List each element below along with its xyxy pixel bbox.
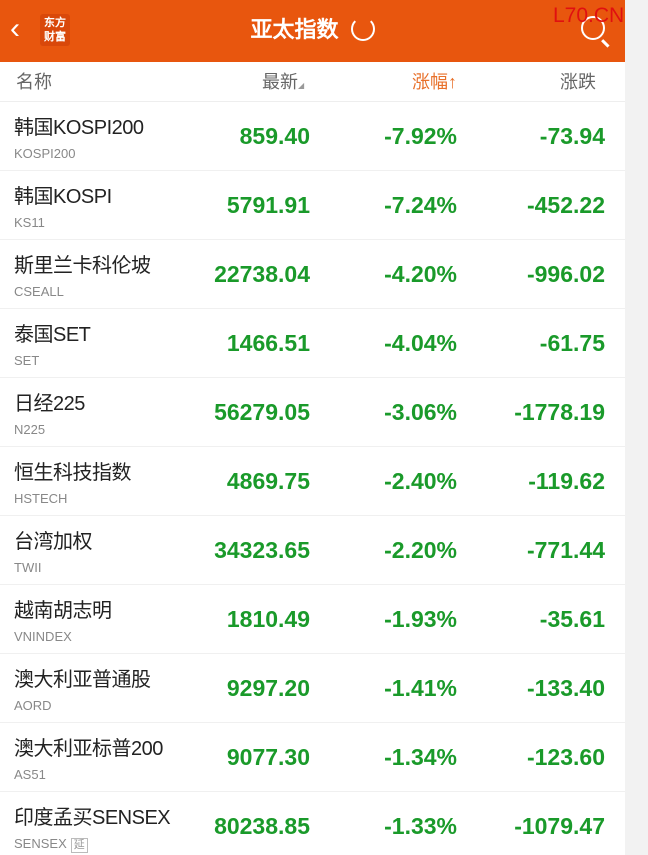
index-name: 韩国KOSPI200 <box>14 117 144 139</box>
change-percent: -7.92% <box>384 123 457 149</box>
last-price: 34323.65 <box>214 537 310 563</box>
code-text: TWII <box>14 560 42 575</box>
change-percent: -2.40% <box>384 468 457 494</box>
header: ‹ 东方 财富 亚太指数 <box>0 0 625 62</box>
last-price: 859.40 <box>239 123 310 149</box>
change-percent: -1.33% <box>384 813 457 839</box>
last-price: 9297.20 <box>226 675 310 701</box>
index-code: AORD <box>14 698 52 714</box>
change-amount: -1778.19 <box>514 399 605 425</box>
index-code: KS11 <box>14 215 45 231</box>
last-price: 22738.04 <box>214 261 310 287</box>
index-name: 澳大利亚普通股 <box>14 669 151 691</box>
last-price: 5791.91 <box>226 192 310 218</box>
index-code: HSTECH <box>14 491 67 507</box>
index-code: SET <box>14 353 39 369</box>
code-text: SENSEX <box>14 836 67 851</box>
change-amount: -1079.47 <box>514 813 605 839</box>
change-percent: -1.34% <box>384 744 457 770</box>
code-text: SET <box>14 353 40 368</box>
table-row[interactable]: 泰国SET SET 1466.51 -4.04% -61.75 <box>0 309 625 378</box>
code-text: VNINDEX <box>14 629 72 644</box>
change-percent: -4.04% <box>384 330 457 356</box>
change-amount: -35.61 <box>539 606 605 632</box>
code-text: AORD <box>14 698 52 713</box>
last-price: 80238.85 <box>214 813 310 839</box>
index-name: 澳大利亚标普200 <box>14 738 163 760</box>
index-name: 泰国SET <box>14 324 91 346</box>
index-name: 斯里兰卡科伦坡 <box>14 255 151 277</box>
col-last-label: 最新 <box>262 72 298 92</box>
watermark: L70.CN <box>553 4 625 27</box>
index-code: KOSPI200 <box>14 146 75 162</box>
col-name: 名称 <box>16 72 52 92</box>
change-amount: -452.22 <box>526 192 605 218</box>
code-text: AS51 <box>14 767 46 782</box>
index-name: 日经225 <box>14 393 85 415</box>
change-percent: -2.20% <box>384 537 457 563</box>
change-percent: -1.41% <box>384 675 457 701</box>
table-row[interactable]: 韩国KOSPI KS11 5791.91 -7.24% -452.22 <box>0 171 625 240</box>
page-title: 亚太指数 <box>150 14 475 46</box>
index-name: 印度孟买SENSEX <box>14 807 171 829</box>
sort-icon: ◢ <box>298 81 305 90</box>
table-row[interactable]: 台湾加权 TWII 34323.65 -2.20% -771.44 <box>0 516 625 585</box>
col-pct[interactable]: 涨幅↑ <box>412 72 457 92</box>
table-row[interactable]: 日经225 N225 56279.05 -3.06% -1778.19 <box>0 378 625 447</box>
change-amount: -123.60 <box>526 744 605 770</box>
change-percent: -7.24% <box>384 192 457 218</box>
code-text: HSTECH <box>14 491 68 506</box>
change-percent: -3.06% <box>384 399 457 425</box>
last-price: 56279.05 <box>214 399 310 425</box>
col-last[interactable]: 最新◢ <box>262 71 304 97</box>
col-chg[interactable]: 涨跌 <box>560 72 596 92</box>
last-price: 4869.75 <box>226 468 310 494</box>
change-amount: -73.94 <box>539 123 605 149</box>
index-name: 台湾加权 <box>14 531 93 553</box>
change-percent: -1.93% <box>384 606 457 632</box>
index-code: VNINDEX <box>14 629 72 645</box>
table-row[interactable]: 斯里兰卡科伦坡 CSEALL 22738.04 -4.20% -996.02 <box>0 240 625 309</box>
refresh-icon[interactable] <box>350 17 375 41</box>
table-row[interactable]: 印度孟买SENSEX SENSEX 延 80238.85 -1.33% -1079… <box>0 792 625 855</box>
last-price: 1466.51 <box>226 330 310 356</box>
index-code: CSEALL <box>14 284 64 300</box>
index-code: N225 <box>14 422 45 438</box>
index-code: TWII <box>14 560 41 576</box>
last-price: 9077.30 <box>226 744 310 770</box>
change-amount: -133.40 <box>526 675 605 701</box>
index-name: 韩国KOSPI <box>14 186 112 208</box>
change-amount: -61.75 <box>539 330 605 356</box>
code-text: N225 <box>14 422 46 437</box>
table-row[interactable]: 澳大利亚普通股 AORD 9297.20 -1.41% -133.40 <box>0 654 625 723</box>
change-amount: -996.02 <box>526 261 605 287</box>
code-text: KS11 <box>14 215 45 230</box>
table-row[interactable]: 澳大利亚标普200 AS51 9077.30 -1.34% -123.60 <box>0 723 625 792</box>
table-row[interactable]: 韩国KOSPI200 KOSPI200 859.40 -7.92% -73.94 <box>0 102 625 171</box>
index-name: 越南胡志明 <box>14 600 112 622</box>
index-list: 韩国KOSPI200 KOSPI200 859.40 -7.92% -73.94… <box>0 102 625 855</box>
change-amount: -771.44 <box>526 537 605 563</box>
index-code: SENSEX 延 <box>14 836 88 853</box>
search-icon[interactable] <box>581 16 605 40</box>
last-price: 1810.49 <box>226 606 310 632</box>
title-text: 亚太指数 <box>250 17 339 42</box>
back-icon[interactable]: ‹ <box>10 12 20 45</box>
code-text: CSEALL <box>14 284 64 299</box>
code-text: KOSPI200 <box>14 146 76 161</box>
logo: 东方 财富 <box>40 14 70 46</box>
app: ‹ 东方 财富 亚太指数 名称 最新◢ 涨幅↑ 涨跌 韩国KOSPI200 KOS… <box>0 0 625 855</box>
change-amount: -119.62 <box>528 468 605 494</box>
table-row[interactable]: 越南胡志明 VNINDEX 1810.49 -1.93% -35.61 <box>0 585 625 654</box>
index-name: 恒生科技指数 <box>14 462 132 484</box>
table-row[interactable]: 恒生科技指数 HSTECH 4869.75 -2.40% -119.62 <box>0 447 625 516</box>
change-percent: -4.20% <box>384 261 457 287</box>
index-code: AS51 <box>14 767 46 783</box>
delayed-badge: 延 <box>70 838 88 853</box>
column-header: 名称 最新◢ 涨幅↑ 涨跌 <box>0 62 625 102</box>
